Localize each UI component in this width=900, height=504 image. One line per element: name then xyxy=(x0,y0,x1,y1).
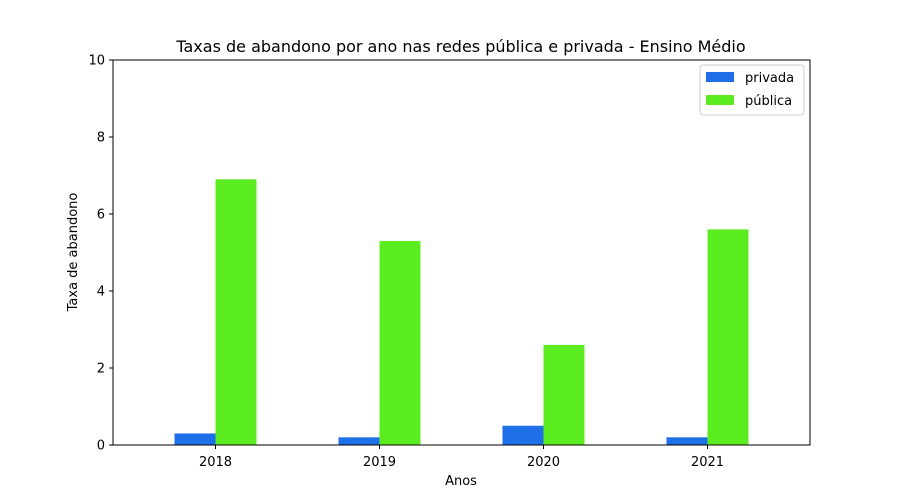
chart-title: Taxas de abandono por ano nas redes públ… xyxy=(175,37,745,56)
x-tick-label: 2021 xyxy=(691,455,724,470)
legend-label-privada: privada xyxy=(745,71,794,86)
y-axis-label: Taxa de abandono xyxy=(66,193,81,313)
bar-publica-2018 xyxy=(215,179,257,445)
x-axis-label: Anos xyxy=(445,474,477,489)
bar-publica-2020 xyxy=(543,344,585,445)
bar-privada-2018 xyxy=(174,433,216,445)
legend: privada pública xyxy=(699,64,805,116)
legend-swatch-publica xyxy=(706,95,734,105)
bars-group xyxy=(174,179,749,445)
legend-label-publica: pública xyxy=(745,94,792,109)
y-tick-label: 4 xyxy=(97,285,105,300)
x-axis: 2018 2019 2020 2021 xyxy=(199,445,724,470)
bar-publica-2019 xyxy=(379,240,421,445)
y-tick-label: 6 xyxy=(97,208,105,223)
bar-publica-2021 xyxy=(707,229,749,445)
y-axis: 0 2 4 6 8 10 xyxy=(88,54,113,454)
y-tick-label: 10 xyxy=(88,54,105,69)
plot-area xyxy=(112,59,811,446)
y-tick-label: 2 xyxy=(97,362,105,377)
x-tick-label: 2019 xyxy=(363,455,396,470)
y-tick-label: 0 xyxy=(97,439,105,454)
bar-privada-2021 xyxy=(666,437,708,445)
y-tick-label: 8 xyxy=(97,131,105,146)
plot-frame xyxy=(112,59,811,446)
bar-privada-2020 xyxy=(502,425,544,445)
legend-swatch-privada xyxy=(706,72,734,82)
bar-privada-2019 xyxy=(338,437,380,445)
x-tick-label: 2018 xyxy=(199,455,232,470)
x-tick-label: 2020 xyxy=(527,455,560,470)
